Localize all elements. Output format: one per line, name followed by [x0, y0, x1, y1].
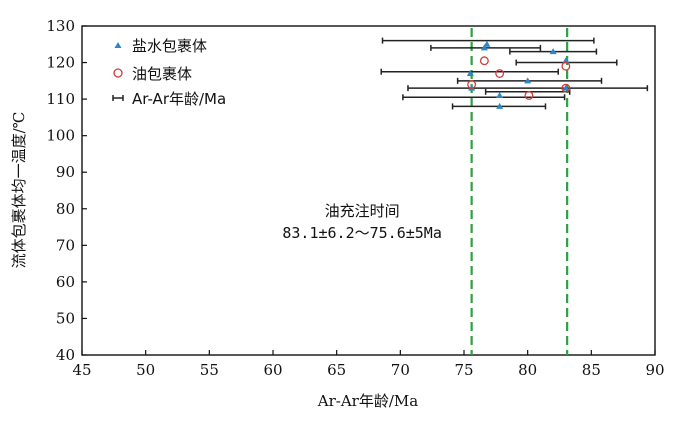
legend-label-brine: 盐水包裹体	[132, 37, 207, 55]
oil-inclusion-point	[561, 61, 571, 71]
oil-inclusion-point	[495, 69, 505, 78]
y-tick-label: 40	[56, 346, 75, 364]
y-tick-label: 100	[46, 127, 75, 145]
oil-inclusion-point	[479, 56, 489, 66]
y-axis-title: 流体包裹体均一温度/℃	[10, 112, 28, 269]
brine-inclusion-point	[466, 70, 474, 77]
legend-label-arar: Ar-Ar年龄/Ma	[132, 90, 226, 108]
reference-lines	[470, 28, 569, 355]
y-tick-label: 60	[56, 273, 75, 291]
oil-inclusion-point	[524, 91, 534, 100]
ar-ar-age-errorbar	[407, 85, 649, 92]
annotation-title: 油充注时间	[325, 202, 400, 220]
x-axis-title: Ar-Ar年龄/Ma	[317, 392, 418, 410]
x-tick-label: 55	[200, 361, 219, 379]
legend-item-brine: 盐水包裹体	[114, 37, 207, 55]
y-tick-label: 130	[46, 17, 75, 35]
brine-inclusion-point	[496, 91, 504, 98]
legend-triangle-marker	[114, 42, 122, 48]
plot-frame	[81, 25, 656, 356]
y-tick-label: 80	[56, 200, 75, 218]
legend-label-oil: 油包裹体	[132, 65, 192, 83]
y-tick-label: 50	[56, 309, 75, 327]
brine-inclusion-point	[483, 40, 491, 47]
legend: 盐水包裹体 油包裹体 Ar-Ar年龄/Ma	[112, 37, 226, 108]
x-tick-label: 45	[72, 361, 91, 379]
y-tick-label: 110	[46, 90, 75, 108]
tick-layer: 45 50 55 60 65 70 75 80 85 90 40 50 60 70 80 90 100 110 12…	[46, 17, 664, 379]
x-tick-label: 65	[327, 361, 346, 379]
brine-inclusion-point	[480, 44, 488, 51]
brine-inclusion-point	[496, 102, 504, 109]
oil-inclusion-point	[561, 83, 571, 93]
x-tick-label: 50	[136, 361, 155, 379]
legend-item-oil: 油包裹体	[113, 65, 192, 83]
point-layer	[466, 40, 571, 109]
ar-ar-age-errorbar	[381, 37, 595, 44]
legend-circle-marker	[113, 68, 123, 78]
brine-inclusion-point	[562, 84, 570, 91]
x-tick-label: 85	[582, 361, 601, 379]
legend-item-arar: Ar-Ar年龄/Ma	[112, 90, 226, 108]
brine-inclusion-point	[549, 48, 557, 55]
x-tick-label: 75	[454, 361, 473, 379]
ar-ar-age-errorbar	[402, 94, 566, 101]
brine-inclusion-point	[562, 57, 570, 64]
errorbar-layer	[380, 37, 649, 110]
y-tick-label: 70	[56, 236, 75, 254]
x-tick-label: 80	[518, 361, 537, 379]
brine-inclusion-point	[524, 77, 532, 84]
x-tick-label: 90	[645, 361, 664, 379]
y-tick-label: 90	[56, 163, 75, 181]
x-tick-label: 60	[263, 361, 282, 379]
y-tick-label: 120	[46, 54, 75, 72]
oil-inclusion-point	[467, 80, 477, 89]
x-tick-label: 70	[391, 361, 410, 379]
annotation-range: 83.1±6.2～75.6±5Ma	[282, 224, 442, 242]
